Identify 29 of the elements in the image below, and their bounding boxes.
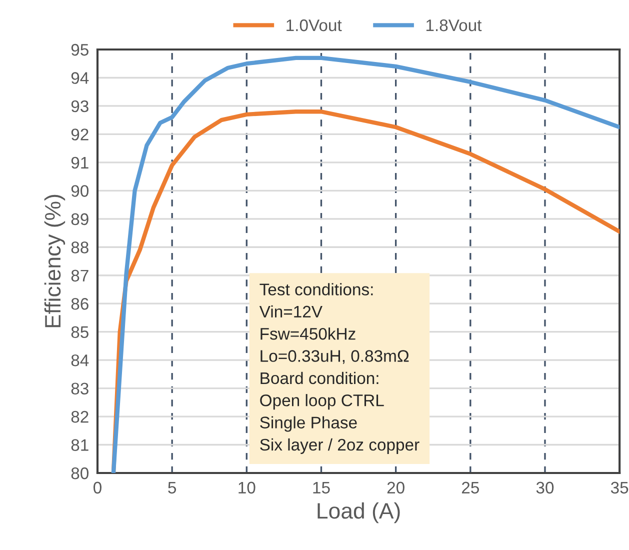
legend-label: 1.0Vout	[286, 19, 342, 32]
y-tick-label: 86	[71, 298, 88, 310]
y-tick-label: 92	[71, 128, 88, 140]
y-tick-label: 88	[71, 242, 88, 254]
y-tick-label: 82	[71, 410, 88, 423]
x-tick-label: 35	[610, 482, 628, 494]
y-tick-label: 83	[71, 382, 88, 395]
y-tick-label: 80	[71, 467, 89, 480]
y-tick-label: 91	[71, 156, 88, 169]
x-tick-label: 25	[462, 482, 479, 494]
y-axis-title: Efficiency (%)	[44, 194, 66, 328]
y-tick-label: 90	[71, 185, 89, 197]
annotation: Test conditions: Vin=12V Fsw=450kHz Lo=0.33uH, 0.83mΩ Board condition: Open loop CTRL Single Phase Six layer / 2oz copper	[259, 283, 420, 454]
legend-label: 1.8Vout	[426, 19, 482, 32]
y-tick-label: 81	[71, 439, 88, 451]
x-tick-label: 0	[94, 482, 102, 494]
x-tick-label: 30	[536, 482, 554, 494]
y-tick-label: 87	[71, 270, 88, 282]
y-tick-label: 84	[71, 354, 89, 366]
y-tick-label: 85	[71, 326, 88, 338]
y-tick-label: 94	[71, 72, 89, 84]
x-tick-label: 5	[168, 482, 176, 494]
y-tick-label: 93	[71, 100, 88, 112]
y-tick-label: 95	[71, 44, 88, 56]
x-tick-label: 10	[238, 482, 256, 494]
x-tick-label: 20	[387, 482, 404, 494]
y-tick-label: 89	[71, 213, 88, 226]
x-tick-label: 15	[313, 482, 330, 494]
x-axis-title: Load (A)	[318, 502, 400, 524]
